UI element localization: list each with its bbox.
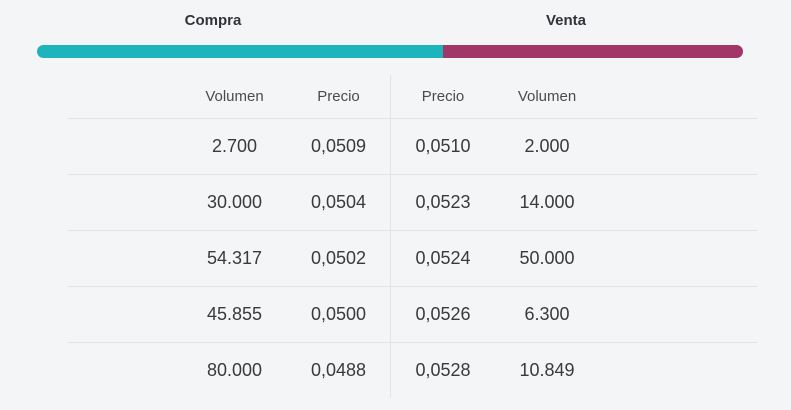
order-book-table: Volumen Precio Precio Volumen 2.700 0,050… (68, 75, 757, 398)
buy-volume-header: Volumen (205, 88, 264, 105)
sell-price-cell: 0,0528 (415, 360, 471, 380)
sell-price-cell: 0,0524 (415, 248, 471, 268)
sell-volume-cell: 14.000 (519, 192, 575, 212)
sell-volume-cell: 6.300 (524, 304, 570, 324)
sell-ratio-segment (442, 45, 743, 58)
sell-price-cell: 0,0523 (415, 192, 471, 212)
buy-price-cell: 0,0502 (287, 231, 391, 286)
sell-volume-cell: 10.849 (519, 360, 575, 380)
buy-sell-ratio-bar (37, 45, 743, 58)
buy-volume-cell: 80.000 (206, 360, 263, 380)
sell-volume-header: Volumen (517, 88, 577, 105)
buy-volume-cell: 45.855 (206, 304, 263, 324)
buy-ratio-segment (37, 45, 443, 58)
order-book-row: 80.000 0,0488 0,0528 10.849 (68, 343, 757, 398)
sell-price-cell: 0,0526 (415, 304, 471, 324)
section-labels: Compra Venta (0, 10, 791, 32)
buy-price-cell: 0,0500 (287, 287, 391, 342)
sell-price-cell: 0,0510 (415, 136, 471, 156)
order-book-row: 45.855 0,0500 0,0526 6.300 (68, 287, 757, 343)
sell-volume-cell: 2.000 (524, 136, 570, 156)
sell-price-header: Precio (421, 88, 465, 105)
sell-volume-cell: 50.000 (519, 248, 575, 268)
buy-volume-cell: 54.317 (206, 248, 263, 268)
buy-price-cell: 0,0488 (287, 343, 391, 398)
order-book-rows: 2.700 0,0509 0,0510 2.000 30.000 0,0504 0,0523… (68, 119, 757, 398)
buy-price-header: Precio (287, 75, 391, 118)
order-book-row: 2.700 0,0509 0,0510 2.000 (68, 119, 757, 175)
order-book-row: 54.317 0,0502 0,0524 50.000 (68, 231, 757, 287)
order-book-row: 30.000 0,0504 0,0523 14.000 (68, 175, 757, 231)
buy-volume-cell: 2.700 (211, 136, 258, 156)
buy-section-label: Compra (184, 12, 242, 29)
buy-volume-cell: 30.000 (206, 192, 263, 212)
sell-section-label: Venta (545, 12, 587, 29)
buy-price-cell: 0,0509 (287, 119, 391, 174)
table-header-row: Volumen Precio Precio Volumen (68, 75, 757, 119)
buy-price-cell: 0,0504 (287, 175, 391, 230)
